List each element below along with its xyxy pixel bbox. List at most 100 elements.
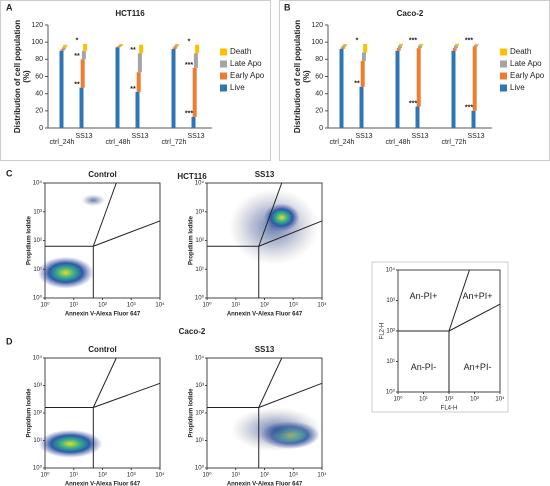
x-tick-label: 10⁴ xyxy=(155,302,165,309)
bar-segment xyxy=(475,43,480,45)
y-tick-label: 10¹ xyxy=(33,267,42,273)
y-tick-label: 120 xyxy=(311,22,323,29)
x-tick-label: SS13 xyxy=(187,133,204,140)
bar-segment xyxy=(116,46,121,48)
y-tick-label: 10¹ xyxy=(195,267,204,273)
row-title: Caco-2 xyxy=(179,327,206,336)
x-tick-label: 10⁰ xyxy=(202,472,212,479)
y-tick-label: 20 xyxy=(35,108,43,115)
bar-segment xyxy=(175,43,180,46)
legend-swatch xyxy=(220,84,227,92)
significance: *** xyxy=(409,38,417,45)
panel-label: B xyxy=(284,2,291,12)
bar-segment xyxy=(452,48,457,51)
x-tick-label: 10² xyxy=(445,397,454,403)
x-tick-label: 10² xyxy=(98,303,107,309)
y-tick-label: 20 xyxy=(315,108,323,115)
quadrant-label: An+PI+ xyxy=(463,291,493,301)
y-tick-label: 10² xyxy=(195,238,204,244)
x-tick-label: 10² xyxy=(260,473,269,479)
legend-label: Death xyxy=(510,47,531,56)
bar-segment xyxy=(343,43,348,46)
panel-frame xyxy=(371,261,509,413)
x-tick-label: SS13 xyxy=(355,133,372,140)
x-tick-label: 10⁴ xyxy=(155,472,165,479)
legend-swatch xyxy=(500,60,507,68)
significance: *** xyxy=(409,100,417,107)
y-axis-label: Distribution of cell population xyxy=(13,20,22,133)
y-tick-label: 10⁴ xyxy=(33,355,43,362)
x-tick-label: SS13 xyxy=(75,133,92,140)
legend-swatch xyxy=(500,84,507,92)
y-tick-label: 10³ xyxy=(33,209,42,215)
y-tick-label: 10⁴ xyxy=(195,180,205,187)
gate xyxy=(258,220,323,247)
significance: * xyxy=(76,38,79,45)
bar-segment xyxy=(397,45,402,49)
significance: * xyxy=(356,38,359,45)
x-tick-label: 10⁰ xyxy=(393,396,403,403)
y-tick-label: 10⁰ xyxy=(195,465,205,472)
x-tick-label: 10² xyxy=(260,303,269,309)
y-tick-label: 10⁴ xyxy=(33,180,43,187)
bar-segment xyxy=(195,44,200,54)
x-axis-label: Annexin V-Alexa Fluor 647 xyxy=(65,312,141,318)
gate xyxy=(258,382,323,408)
bar-segment xyxy=(416,48,421,107)
bar-segment xyxy=(193,53,198,68)
significance: ** xyxy=(130,47,136,54)
quadrant-label: An+PI- xyxy=(464,362,492,372)
legend-label: Late Apo xyxy=(510,59,542,68)
panel-label: C xyxy=(6,168,13,178)
x-tick-label: 10¹ xyxy=(69,303,78,309)
x-tick-label: ctrl_72h xyxy=(442,139,467,146)
x-tick-label: 10⁴ xyxy=(495,396,505,403)
bar-segment xyxy=(115,47,120,128)
bar-segment xyxy=(172,47,177,50)
x-tick-label: 10⁰ xyxy=(40,302,50,309)
significance: *** xyxy=(465,38,473,45)
bar-segment xyxy=(60,49,65,51)
y-tick-label: 10² xyxy=(386,329,395,335)
y-tick-label: 10¹ xyxy=(195,438,204,444)
bar-segment xyxy=(135,91,140,128)
bar-segment xyxy=(415,106,420,128)
bar-segment xyxy=(455,43,460,46)
plot-title: Control xyxy=(88,170,116,179)
legend-label: Live xyxy=(510,83,525,92)
y-tick-label: 40 xyxy=(35,91,43,98)
x-tick-label: ctrl_48h xyxy=(386,139,411,146)
y-tick-label: 100 xyxy=(31,39,43,46)
x-tick-label: 10¹ xyxy=(231,473,240,479)
x-tick-label: 10⁰ xyxy=(40,472,50,479)
x-tick-label: 10³ xyxy=(127,303,136,309)
significance: ** xyxy=(130,86,136,93)
bar-segment xyxy=(79,87,84,128)
bar-segment xyxy=(399,43,404,46)
legend-swatch xyxy=(220,72,227,80)
legend-swatch xyxy=(220,60,227,68)
x-tick-label: ctrl_48h xyxy=(106,139,131,146)
bar-segment xyxy=(171,49,176,128)
bar-segment xyxy=(359,86,364,128)
y-tick-label: 0 xyxy=(319,125,323,132)
y-tick-label: 10¹ xyxy=(386,359,395,365)
x-tick-label: 10⁰ xyxy=(202,302,212,309)
y-tick-label: 10⁴ xyxy=(386,267,396,274)
x-tick-label: SS13 xyxy=(411,133,428,140)
y-tick-label: 40 xyxy=(315,91,323,98)
bar-segment xyxy=(471,110,476,128)
y-tick-label: 10⁰ xyxy=(33,465,43,472)
significance: ** xyxy=(74,82,80,89)
bar-segment xyxy=(417,45,422,49)
legend-label: Early Apo xyxy=(230,71,265,80)
quadrant-label: An-PI+ xyxy=(410,291,438,301)
x-tick-label: 10³ xyxy=(289,473,298,479)
x-tick-label: SS13 xyxy=(131,133,148,140)
y-tick-label: 0 xyxy=(39,125,43,132)
bar-segment xyxy=(192,67,197,117)
x-tick-label: 10² xyxy=(98,473,107,479)
plot-title: SS13 xyxy=(255,345,275,354)
y-tick-label: 10² xyxy=(33,411,42,417)
bar-segment xyxy=(139,44,144,54)
